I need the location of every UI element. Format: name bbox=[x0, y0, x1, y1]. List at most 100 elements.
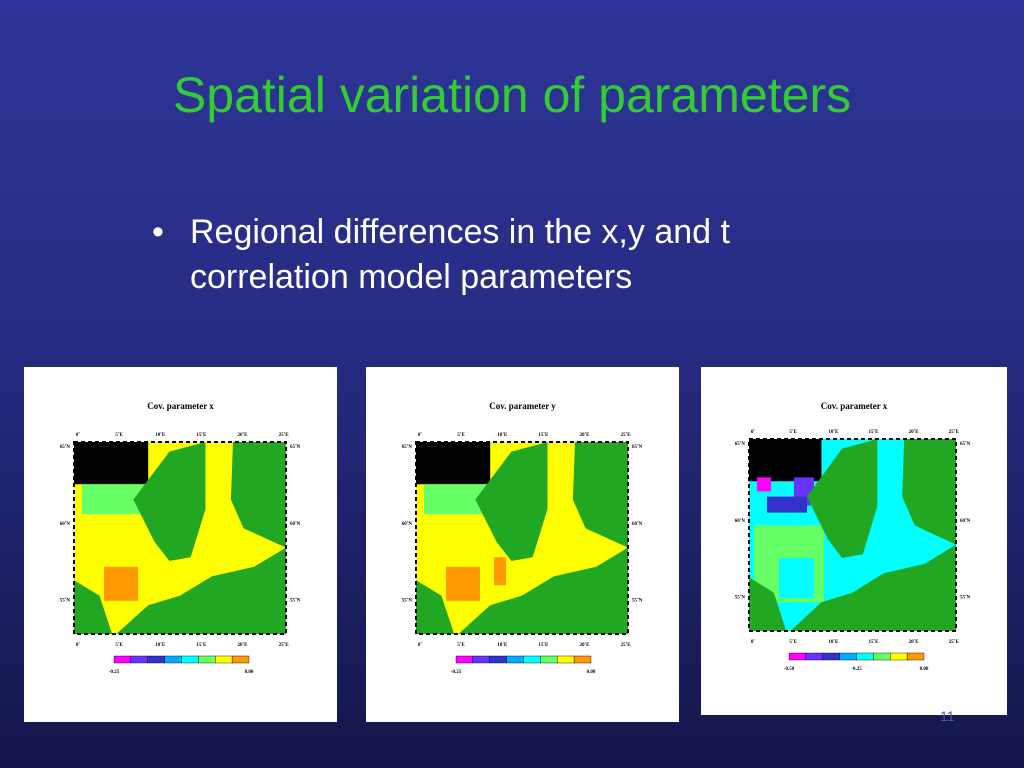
figure-panel-2: Cov. parameter y 0˚ 0˚ 5˚E 5˚E 10˚E 10˚E 15˚E 15… bbox=[366, 367, 679, 722]
lat-tick-label: 65˚N bbox=[60, 444, 71, 450]
lon-tick-label: 20˚E bbox=[238, 432, 249, 438]
colorbar-swatch bbox=[873, 652, 891, 661]
colorbar-swatch bbox=[573, 655, 592, 664]
lon-tick-label: 10˚E bbox=[497, 642, 508, 648]
lon-tick-label: 5˚E bbox=[789, 639, 797, 645]
lon-tick-label: 25˚E bbox=[279, 432, 290, 438]
map-frame bbox=[415, 441, 629, 635]
lat-tick-label: 60˚N bbox=[960, 518, 971, 524]
colorbar-swatch bbox=[455, 655, 474, 664]
lat-tick-label: 65˚N bbox=[960, 441, 971, 447]
lon-tick-label: 15˚E bbox=[196, 642, 207, 648]
colorbar-swatch bbox=[839, 652, 857, 661]
land-scandinavia bbox=[806, 439, 878, 559]
bullet-item: • Regional differences in the x,y and t … bbox=[152, 210, 852, 300]
lon-tick-label: 20˚E bbox=[909, 639, 920, 645]
lon-tick-label: 5˚E bbox=[457, 432, 465, 438]
lon-tick-label: 5˚E bbox=[789, 429, 797, 435]
lat-tick-label: 55˚N bbox=[60, 598, 71, 604]
lon-tick-label: 0˚ bbox=[76, 432, 81, 438]
colorbar-swatch bbox=[130, 655, 148, 664]
lat-tick-label: 65˚N bbox=[735, 441, 746, 447]
lat-tick-label: 60˚N bbox=[735, 518, 746, 524]
colorbar-label: 0.00 bbox=[587, 670, 596, 675]
lon-tick-label: 0˚ bbox=[418, 432, 423, 438]
map-area bbox=[415, 441, 629, 635]
lon-tick-label: 15˚E bbox=[538, 432, 549, 438]
lat-tick-label: 65˚N bbox=[632, 444, 643, 450]
lat-tick-label: 60˚N bbox=[290, 521, 301, 527]
colorbar-swatch bbox=[231, 655, 250, 664]
bullet-text: Regional differences in the x,y and t co… bbox=[190, 213, 730, 296]
slide-title: Spatial variation of parameters bbox=[172, 67, 852, 123]
colorbar-label: 0.00 bbox=[920, 667, 929, 672]
lat-tick-label: 65˚N bbox=[290, 444, 301, 450]
map-area bbox=[748, 438, 957, 632]
figure-panel-1: Cov. parameter x 0˚ 0˚ 5˚E 5˚E 10˚E 10˚E 15˚E 15… bbox=[24, 367, 337, 722]
map-frame bbox=[73, 441, 287, 635]
lat-tick-label: 55˚N bbox=[960, 595, 971, 601]
colorbar-label: -0.25 bbox=[451, 670, 462, 675]
lon-tick-label: 0˚ bbox=[418, 642, 423, 648]
lon-tick-label: 25˚E bbox=[949, 429, 960, 435]
land-finland bbox=[902, 439, 956, 545]
colorbar-swatch bbox=[113, 655, 132, 664]
land-scandinavia bbox=[475, 442, 548, 562]
colorbar-swatch bbox=[788, 652, 807, 661]
lon-tick-label: 5˚E bbox=[115, 432, 123, 438]
land-continent bbox=[790, 544, 956, 631]
colorbar-swatch bbox=[906, 652, 925, 661]
lat-tick-label: 65˚N bbox=[402, 444, 413, 450]
lon-tick-label: 0˚ bbox=[76, 642, 81, 648]
land-continent bbox=[458, 547, 628, 634]
map-figure-1: Cov. parameter x 0˚ 0˚ 5˚E 5˚E 10˚E 10˚E 15˚E 15… bbox=[60, 401, 301, 675]
land-continent bbox=[116, 547, 287, 634]
colorbar-label: -0.50 bbox=[784, 667, 795, 672]
lat-tick-label: 55˚N bbox=[290, 598, 301, 604]
land-uk bbox=[416, 580, 455, 634]
sea-cell bbox=[446, 566, 480, 601]
lon-tick-label: 20˚E bbox=[580, 642, 591, 648]
colorbar-swatch bbox=[540, 655, 558, 664]
lat-tick-label: 60˚N bbox=[402, 521, 413, 527]
figure-title: Cov. parameter x bbox=[147, 401, 214, 411]
colorbar-swatch bbox=[506, 655, 524, 664]
colorbar-swatch bbox=[890, 652, 908, 661]
lon-tick-label: 20˚E bbox=[238, 642, 249, 648]
lon-tick-label: 20˚E bbox=[580, 432, 591, 438]
colorbar-label: 0.00 bbox=[245, 670, 254, 675]
sea-cell bbox=[757, 477, 771, 492]
lat-tick-label: 60˚N bbox=[632, 521, 643, 527]
figure-title: Cov. parameter x bbox=[821, 401, 888, 411]
land-scandinavia bbox=[133, 442, 206, 562]
colorbar-swatch bbox=[472, 655, 490, 664]
colorbar-label: -0.25 bbox=[851, 667, 862, 672]
lon-tick-label: 10˚E bbox=[155, 642, 166, 648]
colorbar-swatch bbox=[856, 652, 874, 661]
sea-cell bbox=[152, 557, 164, 586]
land-uk bbox=[749, 577, 787, 631]
colorbar-swatch bbox=[181, 655, 199, 664]
lon-tick-label: 15˚E bbox=[538, 642, 549, 648]
bullet-icon: • bbox=[152, 213, 164, 251]
lon-tick-label: 10˚E bbox=[828, 639, 839, 645]
land-finland bbox=[230, 442, 286, 548]
slide-number: 11 bbox=[940, 708, 955, 724]
colorbar-swatch bbox=[147, 655, 165, 664]
lon-tick-label: 25˚E bbox=[621, 432, 632, 438]
colorbar-label: -0.25 bbox=[109, 670, 120, 675]
colorbar-swatch bbox=[198, 655, 216, 664]
sea-cell bbox=[767, 496, 807, 513]
sea-cell bbox=[494, 557, 506, 586]
lon-tick-label: 5˚E bbox=[457, 642, 465, 648]
colorbar-swatch bbox=[215, 655, 233, 664]
lat-tick-label: 55˚N bbox=[402, 598, 413, 604]
lon-tick-label: 25˚E bbox=[949, 639, 960, 645]
colorbar-swatch bbox=[557, 655, 575, 664]
lon-tick-label: 10˚E bbox=[497, 432, 508, 438]
sea-cell bbox=[104, 566, 138, 601]
sea-cell bbox=[779, 558, 814, 599]
map-figure-2: Cov. parameter y 0˚ 0˚ 5˚E 5˚E 10˚E 10˚E 15˚E 15… bbox=[402, 401, 643, 675]
lon-tick-label: 25˚E bbox=[621, 642, 632, 648]
colorbar-swatch bbox=[523, 655, 541, 664]
